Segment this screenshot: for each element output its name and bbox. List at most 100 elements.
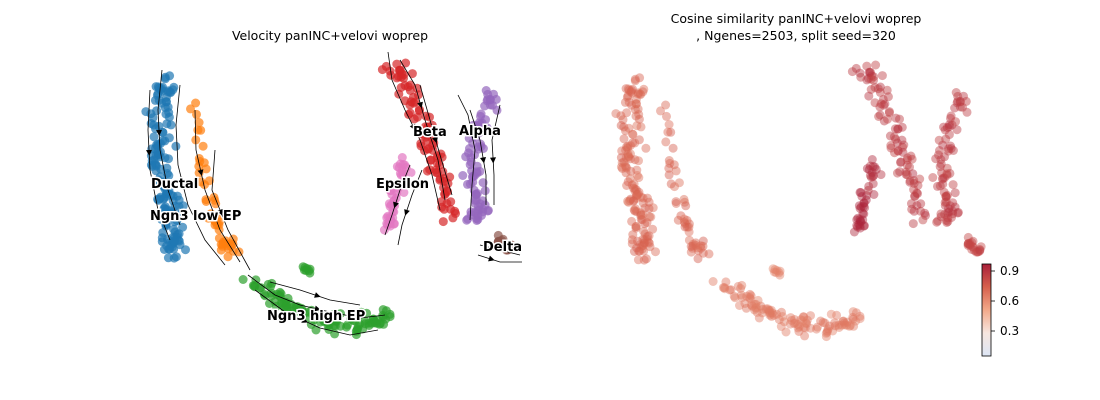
similarity-point [870, 83, 880, 92]
cell-point [201, 164, 211, 174]
similarity-point [861, 195, 871, 205]
similarity-point [822, 327, 832, 337]
similarity-point [639, 239, 649, 249]
similarity-point [875, 102, 885, 112]
similarity-point [849, 321, 859, 331]
similarity-point [858, 215, 868, 225]
similarity-point [625, 196, 635, 206]
similarity-point [757, 308, 767, 318]
similarity-point [698, 248, 708, 258]
similarity-point [943, 146, 953, 156]
similarity-point [634, 114, 644, 124]
velocity-streamline [479, 244, 521, 256]
similarity-point [774, 315, 784, 325]
similarity-point [671, 166, 681, 176]
similarity-point [775, 270, 785, 280]
similarity-point [768, 264, 778, 274]
similarity-point [856, 216, 865, 226]
cluster-labels: Ductal Ngn3 low EP Ngn3 high EP Beta Alpha Ep… [149, 123, 524, 326]
similarity-point [940, 201, 950, 211]
similarity-point [893, 124, 903, 134]
cell-point [435, 160, 444, 170]
similarity-point [624, 197, 634, 207]
similarity-point [620, 161, 630, 170]
similarity-point [821, 328, 831, 338]
similarity-point [696, 243, 706, 253]
similarity-point [832, 310, 842, 320]
cell-point [150, 95, 160, 105]
similarity-point [619, 157, 629, 167]
similarity-point [617, 146, 627, 156]
similarity-point [691, 238, 701, 248]
velocity-streamline [254, 289, 379, 336]
similarity-point [855, 221, 865, 231]
similarity-point [648, 203, 658, 213]
similarity-point [629, 247, 639, 256]
cell-point [191, 98, 201, 108]
cell-point [360, 319, 370, 329]
cell-point [238, 275, 248, 284]
similarity-point [631, 185, 641, 195]
similarity-point [866, 172, 876, 182]
similarity-point [955, 97, 965, 107]
similarity-point [765, 310, 775, 320]
similarity-point [920, 208, 930, 218]
similarity-point [627, 239, 637, 249]
similarity-point [915, 174, 925, 184]
cell-point [409, 98, 419, 108]
similarity-point [639, 226, 649, 236]
velocity-arrowhead [197, 169, 204, 176]
similarity-point [623, 143, 633, 153]
similarity-point [893, 146, 903, 156]
cosine-plot-title-line-1: Cosine similarity panINC+velovi woprep [671, 11, 922, 26]
similarity-point [948, 209, 958, 219]
similarity-point [882, 85, 892, 95]
similarity-point [628, 129, 638, 139]
similarity-point [875, 110, 885, 120]
similarity-point [737, 280, 747, 290]
similarity-point [637, 215, 647, 225]
similarity-point [745, 294, 755, 304]
cell-point [377, 65, 387, 75]
similarity-point [866, 74, 876, 84]
similarity-point [771, 268, 781, 277]
cell-point [169, 236, 179, 246]
similarity-point [682, 215, 692, 225]
similarity-point [896, 157, 906, 167]
similarity-point [895, 114, 904, 124]
similarity-point [859, 221, 869, 231]
similarity-point [798, 316, 808, 326]
similarity-point [865, 161, 875, 171]
similarity-point [645, 242, 655, 252]
similarity-point [635, 240, 645, 250]
similarity-point [910, 192, 920, 202]
similarity-point [623, 177, 633, 187]
similarity-point [953, 91, 963, 101]
cell-point [317, 313, 327, 323]
similarity-point [940, 209, 950, 219]
similarity-point [876, 99, 886, 109]
similarity-point [626, 194, 636, 204]
similarity-point [946, 113, 955, 123]
similarity-point [964, 238, 973, 248]
similarity-point [942, 218, 952, 227]
similarity-point [786, 313, 796, 323]
similarity-point [934, 135, 944, 145]
velocity-streamline [147, 89, 171, 241]
similarity-point [802, 318, 812, 328]
cosine-plot-title-line-2: , Ngenes=2503, split seed=320 [696, 28, 896, 43]
velocity-streamline [457, 94, 476, 221]
similarity-point [622, 92, 632, 102]
similarity-point [639, 255, 649, 265]
cluster-label-beta: Beta [413, 125, 447, 140]
similarity-point [934, 150, 943, 160]
similarity-point [638, 240, 648, 250]
similarity-point [936, 159, 946, 169]
similarity-point [854, 220, 864, 229]
similarity-point [962, 107, 972, 117]
similarity-point [631, 222, 641, 232]
similarity-point [673, 215, 683, 225]
similarity-point [621, 153, 631, 163]
similarity-point [669, 160, 679, 170]
similarity-point [910, 191, 920, 201]
